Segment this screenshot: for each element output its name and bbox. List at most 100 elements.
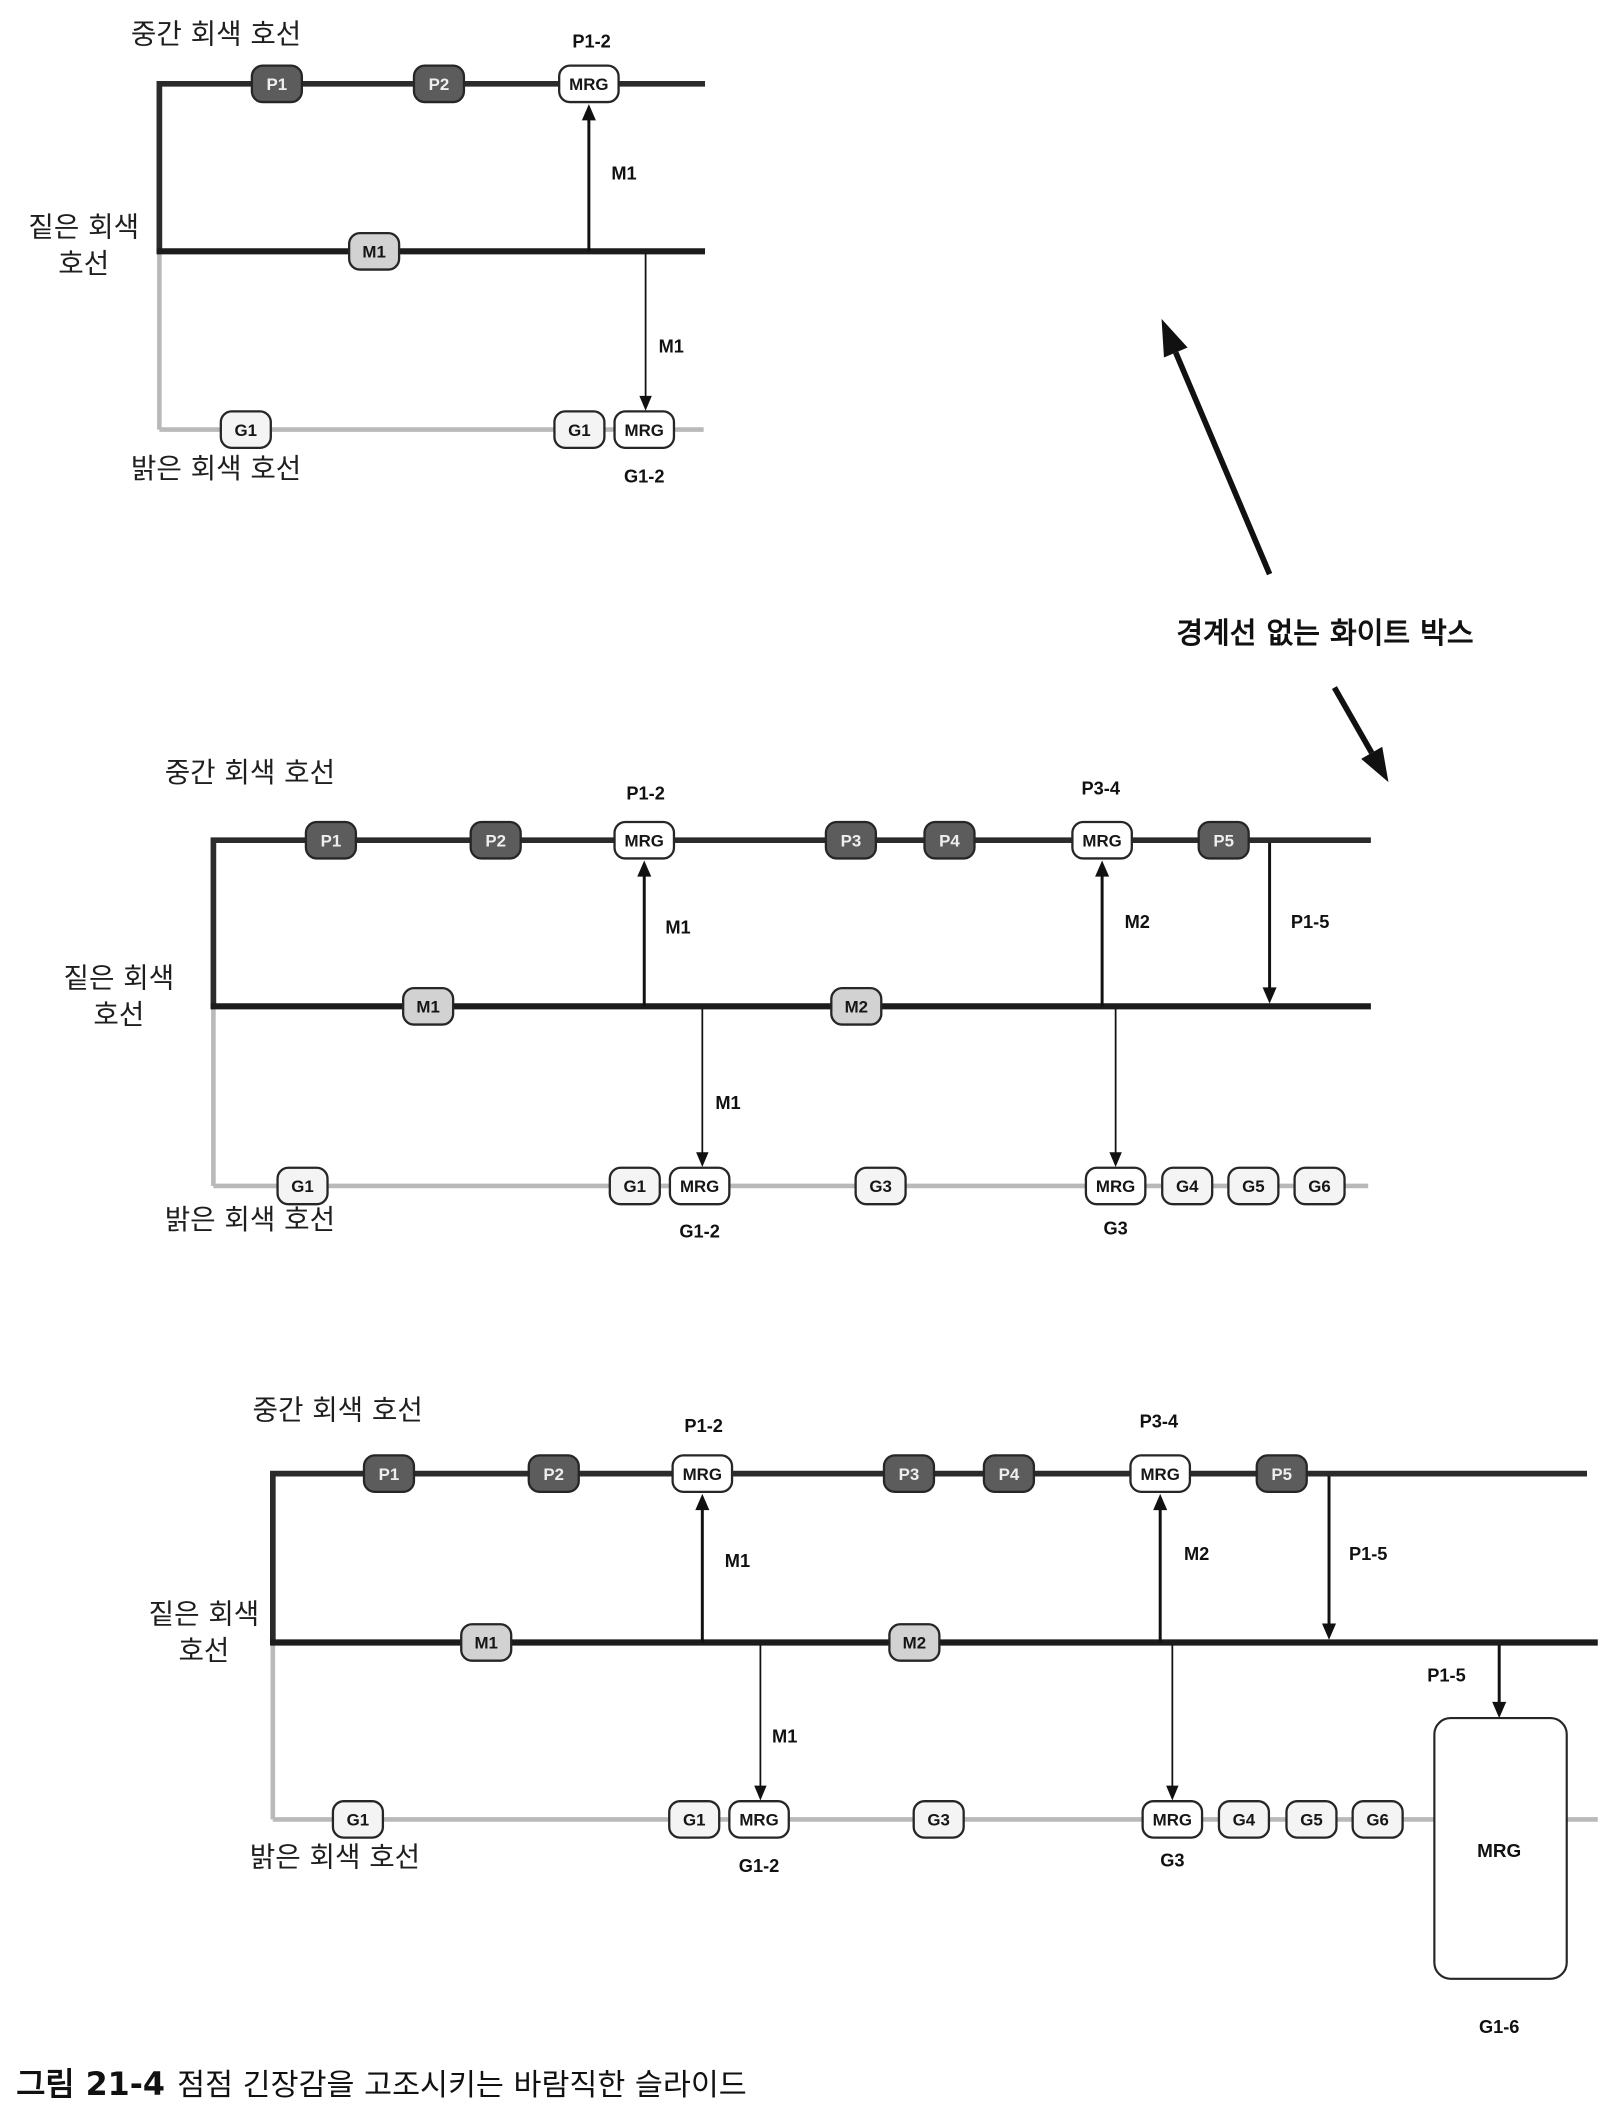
diagram-3-arrow-6-head <box>1492 1701 1507 1719</box>
diagram-1-light-stop-3-shape <box>613 410 676 449</box>
diagram-1-medium-stop-1-label: P1 <box>267 75 288 94</box>
diagram-2-medium-stop-3: MRG <box>613 820 676 860</box>
diagram-3-medium-stop-7-shape <box>1255 1454 1308 1494</box>
diagram-1-medium-stop-1: P1 <box>250 64 304 104</box>
diagram-2-arrow-2-head <box>1095 860 1110 877</box>
diagram-1-dark-line-label-2: 호선 <box>58 247 109 280</box>
diagram-2-medium-stop-7-shape <box>1197 820 1250 860</box>
diagram-2-light-stop-6-shape <box>1161 1166 1214 1206</box>
diagram-3-arrow-label: M1 <box>772 1725 797 1746</box>
diagram-2-dark-line-label: 짙은 회색 <box>64 961 175 994</box>
diagram-2-medium-stop-3-shape <box>613 820 676 860</box>
diagram-1-light-stop-1: G1 <box>219 410 272 449</box>
diagram-1-stop-label: P1-2 <box>572 30 610 51</box>
diagram-3-light-stop-1-label: G1 <box>347 1811 370 1830</box>
diagram-2-medium-stop-5-shape <box>923 820 976 860</box>
diagram-2-medium-stop-1-label: P1 <box>321 831 342 850</box>
diagram-3-medium-stop-5: P4 <box>982 1454 1036 1494</box>
diagram-3-light-line-label: 밝은 회색 호선 <box>250 1841 420 1874</box>
diagram-1-medium-stop-1-shape <box>250 64 304 104</box>
diagram-1-medium-stop-2-label: P2 <box>429 75 450 94</box>
diagram-2-medium-line-label: 중간 회색 호선 <box>165 756 335 789</box>
annotation-arrow-up-head <box>1161 318 1188 358</box>
diagram-3-medium-stop-6-shape <box>1129 1454 1192 1494</box>
diagram-3-light-stop-7-shape <box>1285 1800 1338 1839</box>
diagram-3-light-stop-8-label: G6 <box>1366 1811 1389 1830</box>
diagram-2-light-stop-7-label: G5 <box>1242 1177 1265 1196</box>
diagram-2-medium-stop-6: MRG <box>1071 820 1133 860</box>
diagram-2-stop-label: P3-4 <box>1082 777 1121 798</box>
diagram-1-medium-stop-3: MRG <box>558 64 620 104</box>
diagram-2-light-stop-1-shape <box>276 1166 329 1206</box>
diagram-3-merge-box: MRG <box>1433 1717 1568 1980</box>
diagram-3-dark-line-label-2: 호선 <box>178 1634 229 1667</box>
diagram-1-light-line-label: 밝은 회색 호선 <box>131 452 301 485</box>
diagram-2-medium-stop-4-label: P3 <box>841 831 862 850</box>
diagram-3-medium-stop-4-shape <box>882 1454 936 1494</box>
diagram-3-light-stop-6: G4 <box>1217 1800 1271 1839</box>
diagram-2-medium-stop-3-label: MRG <box>625 831 664 850</box>
diagram-2-medium-stop-4-shape <box>824 820 878 860</box>
diagram-1-medium-stop-2-shape <box>412 64 466 104</box>
diagram-2-medium-stop-2-label: P2 <box>485 831 506 850</box>
diagram-3-medium-stop-3-label: MRG <box>683 1465 722 1484</box>
annotation: 경계선 없는 화이트 박스 <box>1161 318 1474 783</box>
diagram-3-medium-stop-2-shape <box>527 1454 580 1494</box>
diagram-3-arrow-5-head <box>1166 1785 1179 1801</box>
diagram-1-light-stop-2-label: G1 <box>568 421 591 440</box>
diagram-2-medium-stop-6-shape <box>1071 820 1133 860</box>
diagram-2-light-stop-2: G1 <box>608 1166 661 1206</box>
diagram-2-light-stop-6: G4 <box>1161 1166 1214 1206</box>
annotation-label: 경계선 없는 화이트 박스 <box>1176 616 1473 650</box>
diagram-3-light-stop-6-shape <box>1217 1800 1271 1839</box>
diagram-3-arrow-2-head <box>1153 1493 1168 1511</box>
diagram-1-arrow-label: M1 <box>659 336 684 357</box>
diagram-3-light-stop-1: G1 <box>331 1800 385 1839</box>
diagram-2-light-stop-1: G1 <box>276 1166 329 1206</box>
diagram-3-stop-label: G1-2 <box>739 1855 780 1876</box>
diagram-2-light-stop-5-shape <box>1084 1166 1147 1206</box>
diagram-2-light-stop-4-label: G3 <box>869 1177 892 1196</box>
diagram-2-stop-label: G3 <box>1103 1218 1127 1239</box>
diagram-2-arrow-label: P1-5 <box>1291 911 1329 932</box>
diagram-3-dark-stop-1-label: M1 <box>474 1634 497 1653</box>
diagram-3-arrow-2 <box>1153 1493 1168 1643</box>
diagram-2-dark-stop-1-shape <box>402 986 455 1026</box>
diagram-2-arrow-1 <box>637 860 652 1007</box>
annotation-arrow-down-shaft <box>1331 686 1375 755</box>
diagram-3-light-stop-4-shape <box>912 1800 965 1839</box>
diagram-1-medium-line-label: 중간 회색 호선 <box>131 17 301 50</box>
diagram-2-light-stop-3-shape <box>668 1166 731 1206</box>
diagram-3-light-stop-6-label: G4 <box>1233 1811 1256 1830</box>
diagram-3-stop-label: G1-6 <box>1479 2016 1520 2037</box>
diagram-1-dark-line-label: 짙은 회색 <box>28 210 139 243</box>
diagram-2-medium-stop-5-label: P4 <box>939 831 960 850</box>
diagram-2-medium-stop-7: P5 <box>1197 820 1250 860</box>
diagram-3-medium-stop-2: P2 <box>527 1454 580 1494</box>
diagram-2: M1 M2 P1-5 M1 P1 P2 MRG P3 P4 MRG P5 M1 M2 G1 G1 MRG G3 M… <box>64 756 1371 1241</box>
diagram-1-medium-stop-2: P2 <box>412 64 466 104</box>
diagram-3-light-stop-8-shape <box>1351 1800 1404 1839</box>
caption-number: 그림 21-4 <box>16 2067 165 2103</box>
diagram-2-dark-stop-2: M2 <box>830 986 883 1026</box>
diagram-2-stop-label: G1-2 <box>679 1220 720 1241</box>
diagram-3-dark-line-label: 짙은 회색 <box>149 1598 260 1631</box>
diagram-2-light-stop-2-shape <box>608 1166 661 1206</box>
diagram-3-medium-line-label: 중간 회색 호선 <box>252 1394 422 1427</box>
diagram-2-medium-stop-2: P2 <box>469 820 522 860</box>
diagram-3-arrow-3 <box>1321 1476 1337 1640</box>
diagram-1-light-stop-3: MRG <box>613 410 676 449</box>
diagram-3-medium-stop-6: MRG <box>1129 1454 1192 1494</box>
diagram-3-light-stop-2: G1 <box>668 1800 721 1839</box>
diagram-2-arrow-5 <box>1109 1009 1122 1168</box>
diagram-3-arrow-label: P1-5 <box>1427 1665 1465 1686</box>
diagram-3-medium-stop-5-label: P4 <box>999 1465 1020 1484</box>
diagram-1-dark-stop-1: M1 <box>347 231 401 271</box>
diagram-1-dark-stop-1-label: M1 <box>362 243 385 262</box>
diagram-3-dark-stop-2-label: M2 <box>903 1634 926 1653</box>
diagram-1-arrow-2 <box>639 254 652 411</box>
diagram-3-arrow-5 <box>1166 1645 1179 1801</box>
diagram-2-light-stop-7: G5 <box>1227 1166 1280 1206</box>
diagram-3-stop-label: P3-4 <box>1140 1411 1179 1432</box>
